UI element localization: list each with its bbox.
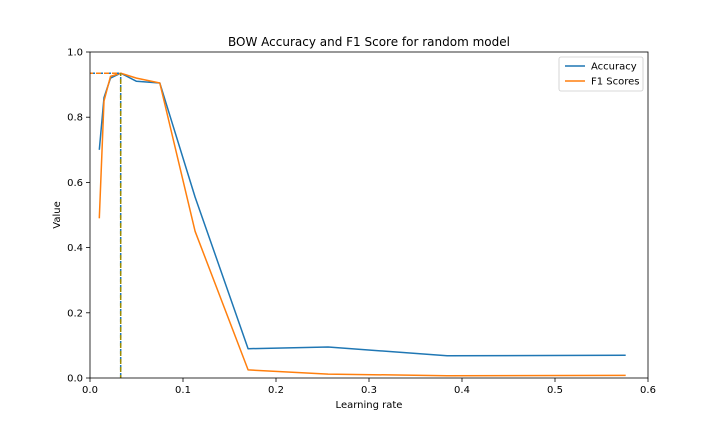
chart-title: BOW Accuracy and F1 Score for random mod…	[228, 35, 510, 49]
x-tick-label: 0.2	[268, 385, 284, 396]
y-tick-label: 0.0	[67, 374, 83, 385]
plot-lines	[98, 72, 626, 377]
legend: Accuracy F1 Scores	[558, 56, 644, 92]
legend-label-f1-scores: F1 Scores	[591, 77, 640, 88]
y-tick-label: 0.8	[67, 113, 83, 124]
x-tick-label: 0.3	[361, 385, 377, 396]
x-tick-label: 0.5	[547, 385, 563, 396]
best-point-markers	[90, 72, 122, 378]
plot-frame	[89, 51, 649, 379]
x-tick-label: 0.4	[454, 385, 470, 396]
y-axis-ticks: 0.0 0.2 0.4 0.6 0.8 1.0	[67, 48, 90, 385]
x-tick-label: 0.1	[175, 385, 191, 396]
x-tick-label: 0.0	[82, 385, 98, 396]
x-tick-label: 0.6	[640, 385, 656, 396]
x-axis-ticks: 0.0 0.1 0.2 0.3 0.4 0.5 0.6	[82, 378, 656, 396]
y-axis-label: Value	[52, 201, 63, 228]
y-tick-label: 0.2	[67, 308, 83, 319]
legend-label-accuracy: Accuracy	[591, 62, 637, 73]
y-tick-label: 1.0	[67, 48, 83, 59]
series-line-f1-scores	[98, 72, 626, 377]
y-tick-label: 0.4	[67, 243, 83, 254]
y-tick-label: 0.6	[67, 178, 83, 189]
x-axis-label: Learning rate	[336, 400, 403, 411]
series-line-accuracy	[98, 72, 626, 357]
